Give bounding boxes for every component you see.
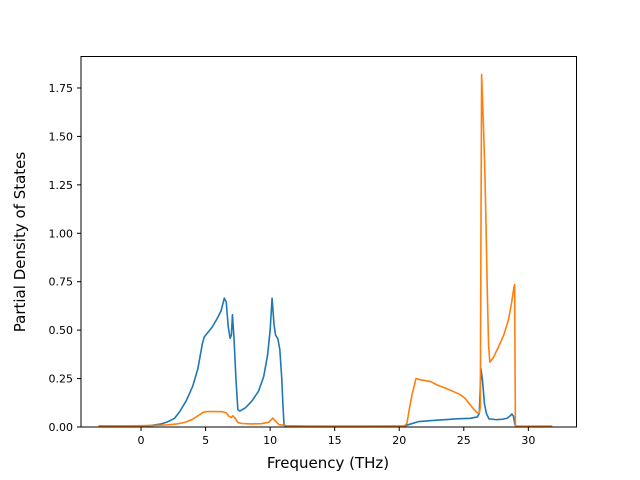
x-tick-label: 15 [328,434,342,447]
x-tick-label: 10 [263,434,277,447]
y-tick-label: 1.00 [49,227,74,240]
x-tick-label: 5 [202,434,209,447]
x-axis-label: Frequency (THz) [267,454,389,472]
y-tick-label: 0.00 [49,421,74,434]
data-series-group [98,73,553,428]
plot-area [81,56,577,427]
x-tick-label: 20 [392,434,406,447]
x-tick-label: 25 [457,434,471,447]
pdos-series-orange-line [98,73,553,428]
y-tick-label: 0.25 [49,373,74,386]
x-tick-label: 30 [521,434,535,447]
axes-frame [80,56,577,428]
x-tick-label: 0 [138,434,145,447]
y-tick-label: 1.25 [49,179,74,192]
axis-ticks: 0 5 10 15 20 25 30 0.00 0.25 0.50 0.75 1.00 1.25 1.50… [49,82,536,447]
y-tick-label: 0.75 [49,276,74,289]
y-axis-label: Partial Density of States [11,152,29,333]
y-tick-label: 1.50 [49,130,74,143]
y-tick-label: 0.50 [49,324,74,337]
y-tick-label: 1.75 [49,82,74,95]
pdos-series-blue-line [98,297,552,428]
